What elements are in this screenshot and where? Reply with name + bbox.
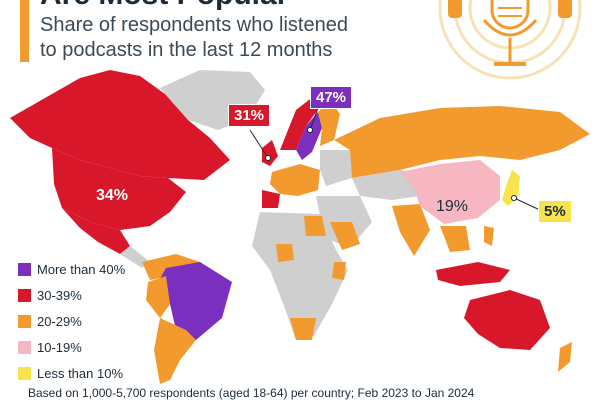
legend-swatch [18,262,31,276]
legend: More than 40% 30-39% 20-29% 10-19% Less … [18,256,125,386]
spain [262,190,280,208]
australia [464,290,550,350]
uk-leader [249,129,269,159]
legend-label: 30-39% [37,287,82,303]
page-title: Are Most Popular [40,0,288,12]
legend-label: 10-19% [37,339,82,355]
legend-label: Less than 10% [37,365,124,381]
europe-west [270,164,320,196]
legend-label: More than 40% [37,261,126,277]
legend-item: 20-29% [18,308,125,334]
legend-label: 20-29% [37,313,82,329]
philippines [484,226,494,246]
china [400,160,500,224]
legend-item: More than 40% [18,256,125,282]
japan-callout: 5% [538,200,572,223]
finland [318,100,340,146]
china-label: 19% [436,198,469,215]
eastern-europe [320,150,352,186]
legend-swatch [18,288,31,302]
legend-swatch [18,314,31,328]
uk-callout: 31% [228,104,271,127]
mexico [62,208,130,254]
brazil [156,262,232,340]
indonesia [436,262,510,286]
south-africa [290,318,316,340]
kenya [332,262,346,280]
north-america-usa [52,148,186,230]
subtitle-line-2: to podcasts in the last 12 months [40,39,333,61]
usa-label: 34% [96,187,129,204]
source-footnote: Based on 1,000-5,700 respondents (aged 1… [28,386,475,400]
legend-swatch [18,366,31,380]
new-zealand [558,342,572,372]
uk-marker [265,155,271,161]
legend-item: Less than 10% [18,360,125,386]
egypt [304,216,326,236]
argentina-chile [154,318,196,384]
legend-swatch [18,340,31,354]
southeast-asia [440,226,470,252]
nigeria [276,244,294,262]
peru-bolivia [146,276,170,318]
page-subtitle: Share of respondents who listened to pod… [40,13,370,63]
saudi-arabia [330,222,360,250]
sweden-callout: 47% [310,86,353,109]
north-america-canada [10,70,230,180]
legend-item: 30-39% [18,282,125,308]
japan-leader [513,197,541,211]
russia [334,106,590,178]
header: Are Most Popular Share of respondents wh… [0,0,600,70]
norway [280,96,322,150]
japan [502,170,520,206]
legend-item: 10-19% [18,334,125,360]
title-accent-bar [20,0,29,62]
sweden-marker [307,127,313,133]
japan-marker [511,195,517,201]
microphone-icon [438,0,582,80]
sweden [296,112,322,160]
sweden-leader [309,107,319,131]
subtitle-line-1: Share of respondents who listened [40,14,348,36]
india [392,204,430,256]
